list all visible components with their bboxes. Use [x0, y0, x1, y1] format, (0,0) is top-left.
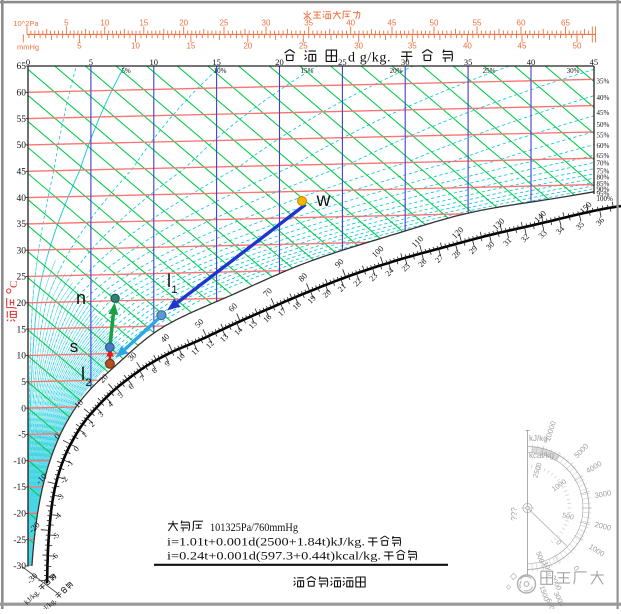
svg-text:kcal/kg: kcal/kg — [529, 451, 554, 460]
svg-text:l: l — [167, 271, 171, 291]
svg-text:45: 45 — [590, 57, 599, 67]
svg-text:5: 5 — [77, 42, 82, 51]
svg-text:40: 40 — [17, 194, 27, 204]
svg-text:30%: 30% — [567, 67, 580, 75]
svg-text:15: 15 — [212, 57, 221, 67]
svg-text:100%: 100% — [597, 195, 614, 203]
svg-text:20: 20 — [243, 42, 252, 51]
svg-text:60%: 60% — [597, 142, 610, 150]
svg-text:5: 5 — [89, 57, 93, 67]
svg-text:40: 40 — [527, 57, 536, 67]
svg-text:0: 0 — [21, 404, 26, 414]
svg-text:20: 20 — [179, 19, 188, 28]
svg-text:30: 30 — [401, 57, 410, 67]
svg-text:65: 65 — [17, 62, 27, 72]
svg-text:mmHg: mmHg — [17, 43, 39, 52]
svg-text:65: 65 — [561, 19, 570, 28]
svg-text:-10: -10 — [13, 457, 26, 467]
svg-text:w: w — [316, 190, 331, 211]
svg-text:45%: 45% — [597, 109, 610, 117]
svg-text:-25: -25 — [13, 536, 26, 546]
svg-text:10^2Pa: 10^2Pa — [13, 19, 39, 28]
svg-text:5: 5 — [64, 19, 69, 28]
svg-text:35: 35 — [17, 220, 27, 230]
svg-text:15: 15 — [186, 42, 195, 51]
svg-text:d g/kg.: d g/kg. — [348, 51, 391, 66]
svg-text:50: 50 — [573, 42, 582, 51]
svg-text:l: l — [81, 364, 85, 384]
svg-text:5%: 5% — [121, 67, 131, 75]
svg-text:s: s — [70, 337, 79, 356]
svg-text:15: 15 — [139, 19, 148, 28]
svg-text:15%: 15% — [301, 67, 314, 75]
svg-text:-20: -20 — [13, 510, 26, 520]
svg-text:55: 55 — [17, 115, 27, 125]
svg-text:10: 10 — [131, 42, 140, 51]
svg-text:55%: 55% — [597, 132, 610, 140]
svg-text:55: 55 — [473, 19, 482, 28]
svg-text:10: 10 — [100, 19, 109, 28]
svg-text:35: 35 — [408, 42, 417, 51]
svg-text:-15: -15 — [13, 483, 26, 493]
svg-text:35: 35 — [464, 57, 473, 67]
svg-text:i=1.01t+0.001d(2500+1.84t)kJ/k: i=1.01t+0.001d(2500+1.84t)kJ/kg. — [167, 535, 365, 549]
svg-text:1: 1 — [171, 284, 177, 296]
svg-text:35%: 35% — [597, 78, 610, 86]
svg-text:30: 30 — [17, 246, 27, 256]
svg-text:???: ??? — [510, 507, 519, 521]
svg-text:2: 2 — [85, 377, 91, 389]
svg-text:50%: 50% — [597, 121, 610, 129]
svg-text:10: 10 — [150, 57, 159, 67]
svg-text:10%: 10% — [214, 67, 227, 75]
svg-text:50: 50 — [17, 141, 27, 151]
svg-text:30: 30 — [354, 42, 363, 51]
svg-text:30: 30 — [262, 19, 271, 28]
svg-text:45: 45 — [518, 42, 527, 51]
svg-text:101325Pa/760mmHg: 101325Pa/760mmHg — [210, 520, 298, 534]
svg-text:70%: 70% — [597, 160, 610, 168]
svg-text:C: C — [8, 281, 20, 288]
svg-text:35: 35 — [304, 19, 313, 28]
svg-text:20%: 20% — [390, 67, 403, 75]
svg-text:45: 45 — [388, 19, 397, 28]
svg-text:25: 25 — [220, 19, 229, 28]
svg-text:-30: -30 — [13, 562, 26, 572]
svg-text:n: n — [76, 288, 86, 308]
svg-text:40%: 40% — [597, 94, 610, 102]
svg-text:25%: 25% — [483, 67, 496, 75]
svg-text:60: 60 — [517, 19, 526, 28]
svg-text:25: 25 — [338, 57, 347, 67]
svg-text:40: 40 — [346, 19, 355, 28]
svg-text:0: 0 — [26, 57, 30, 67]
svg-text:10: 10 — [17, 352, 27, 362]
svg-text:i=0.24t+0.001d(597.3+0.44t)kca: i=0.24t+0.001d(597.3+0.44t)kcal/kg. — [167, 549, 381, 563]
svg-text:5: 5 — [21, 378, 26, 388]
svg-text:20: 20 — [275, 57, 284, 67]
svg-text:kJ/kg: kJ/kg — [529, 434, 548, 443]
svg-text:25: 25 — [299, 42, 308, 51]
svg-text:20: 20 — [17, 299, 27, 309]
svg-text:15: 15 — [17, 325, 27, 335]
svg-text:-5: -5 — [18, 431, 26, 441]
svg-text:45: 45 — [17, 168, 27, 178]
svg-text:40: 40 — [463, 42, 472, 51]
svg-text:60: 60 — [17, 89, 27, 99]
svg-text:50: 50 — [430, 19, 439, 28]
